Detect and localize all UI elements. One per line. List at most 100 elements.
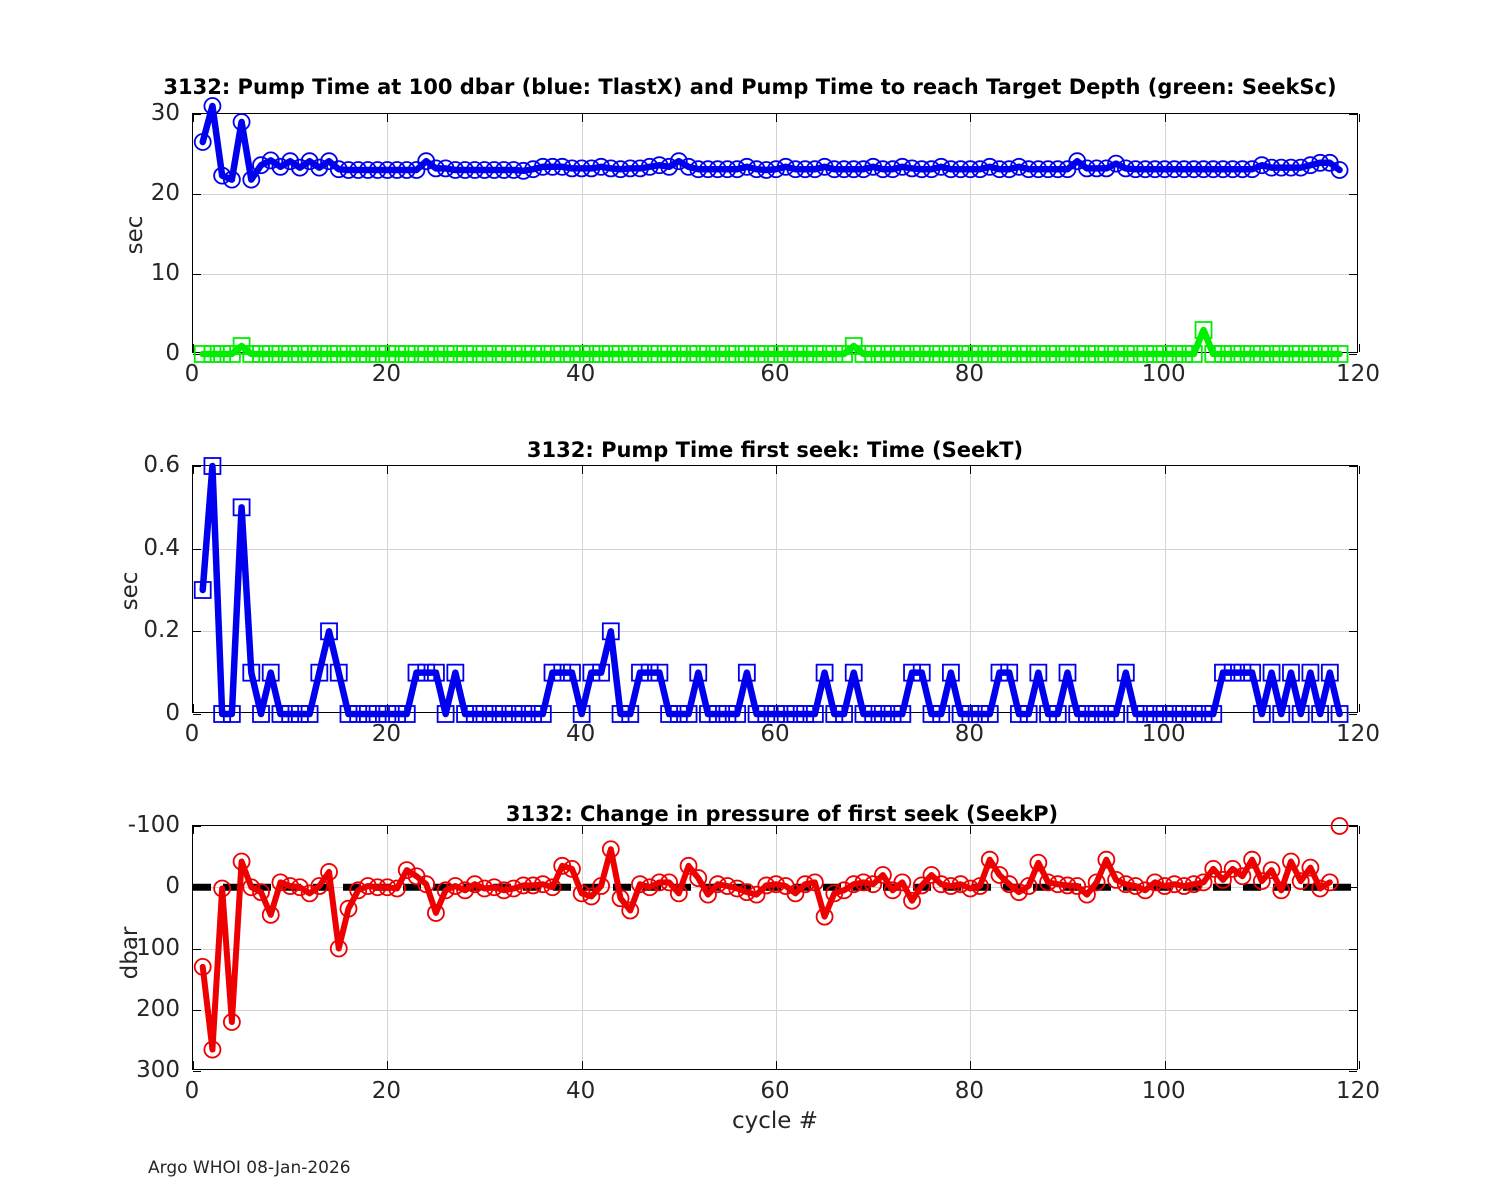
x-axis-tick	[387, 1061, 389, 1069]
data-point-marker	[427, 904, 445, 922]
y-tick-label: 300	[136, 1057, 180, 1083]
data-point-marker	[1204, 345, 1223, 363]
data-point-marker	[368, 705, 387, 723]
x-axis-tick	[1164, 114, 1166, 122]
data-point-marker	[747, 885, 766, 904]
data-point-marker	[1272, 158, 1291, 177]
data-point-marker	[1272, 705, 1291, 723]
data-point-marker	[1116, 159, 1135, 178]
data-point-marker	[1214, 345, 1232, 363]
data-point-marker	[533, 705, 552, 723]
data-point-marker	[1291, 872, 1310, 891]
x-axis-tick	[970, 1061, 972, 1069]
data-point-marker	[640, 663, 659, 682]
data-point-marker	[339, 161, 358, 179]
data-point-marker	[873, 160, 892, 179]
data-point-marker	[767, 345, 785, 363]
data-point-marker	[922, 705, 941, 723]
y-axis-tick	[1349, 1009, 1357, 1011]
series-line-seeksc	[199, 326, 1343, 358]
x-tick-label: 100	[1141, 361, 1186, 387]
data-point-marker	[388, 161, 406, 179]
x-tick-label: 120	[1336, 721, 1380, 747]
x-tick-label: 60	[760, 361, 790, 387]
data-point-marker	[1068, 345, 1087, 363]
x-tick-label: 0	[184, 721, 200, 747]
data-point-marker	[844, 875, 863, 894]
data-point-marker	[1311, 153, 1330, 172]
data-layer	[193, 457, 1349, 723]
data-point-marker	[563, 663, 581, 682]
series-markers-seekp	[193, 817, 1349, 1059]
data-point-marker	[980, 157, 999, 176]
data-point-marker	[543, 878, 562, 897]
data-point-marker	[932, 157, 951, 176]
data-point-marker	[281, 705, 300, 723]
data-point-marker	[1204, 705, 1223, 723]
data-point-marker	[1039, 160, 1057, 179]
y-axis-tick	[193, 354, 201, 355]
data-point-marker	[650, 345, 669, 363]
data-point-marker	[1039, 873, 1057, 892]
data-point-marker	[1184, 160, 1203, 179]
y-axis-tick	[1349, 114, 1357, 115]
data-point-marker	[514, 705, 533, 723]
data-point-marker	[621, 901, 640, 920]
data-point-marker	[942, 345, 960, 363]
data-point-marker	[835, 881, 853, 900]
data-point-marker	[805, 873, 824, 892]
data-point-marker	[349, 881, 368, 900]
data-point-marker	[757, 876, 776, 895]
gridline-horizontal	[193, 548, 1357, 550]
data-point-marker	[582, 159, 601, 178]
data-point-marker	[553, 345, 572, 363]
y-tick-label: 0.6	[143, 452, 180, 478]
data-point-marker	[854, 705, 873, 723]
data-point-marker	[495, 881, 513, 900]
data-point-marker	[271, 157, 290, 176]
data-point-marker	[737, 345, 756, 363]
data-point-marker	[310, 663, 329, 682]
y-axis-tick	[1349, 354, 1357, 355]
data-point-marker	[232, 113, 251, 131]
data-point-marker	[553, 856, 572, 875]
data-point-marker	[942, 663, 960, 682]
data-point-marker	[543, 663, 562, 682]
data-point-marker	[942, 877, 960, 895]
data-point-marker	[961, 345, 980, 363]
x-axis-tick	[387, 466, 389, 474]
data-point-marker	[1136, 160, 1155, 179]
data-point-marker	[912, 160, 931, 179]
data-point-marker	[718, 160, 737, 179]
x-axis-tick	[581, 1061, 583, 1069]
y-axis-tick	[193, 548, 201, 550]
data-point-marker	[252, 705, 270, 723]
data-point-marker	[1107, 345, 1125, 363]
data-point-marker	[699, 705, 717, 723]
data-point-marker	[621, 705, 640, 723]
data-point-marker	[1311, 879, 1330, 898]
data-point-marker	[261, 663, 280, 682]
data-point-marker	[1058, 663, 1077, 682]
data-point-marker	[358, 345, 377, 363]
data-point-marker	[1126, 160, 1145, 179]
data-point-marker	[358, 877, 377, 895]
data-point-marker	[592, 877, 611, 895]
data-point-marker	[407, 161, 426, 179]
data-point-marker	[1223, 345, 1242, 363]
y-axis-tick	[193, 1071, 201, 1072]
data-point-marker	[281, 877, 300, 895]
data-point-marker	[572, 884, 591, 903]
data-point-marker	[737, 883, 756, 902]
x-axis-tick	[776, 1061, 777, 1069]
y-axis-tick	[193, 714, 201, 715]
data-point-marker	[1194, 160, 1213, 179]
data-point-marker	[1165, 875, 1184, 894]
y-tick-label: 0.4	[143, 534, 180, 561]
data-point-marker	[1058, 876, 1077, 895]
gridline-vertical	[970, 826, 972, 1069]
data-point-marker	[290, 705, 309, 723]
data-point-marker	[1048, 705, 1067, 723]
data-point-marker	[611, 889, 630, 908]
data-point-marker	[339, 899, 358, 918]
